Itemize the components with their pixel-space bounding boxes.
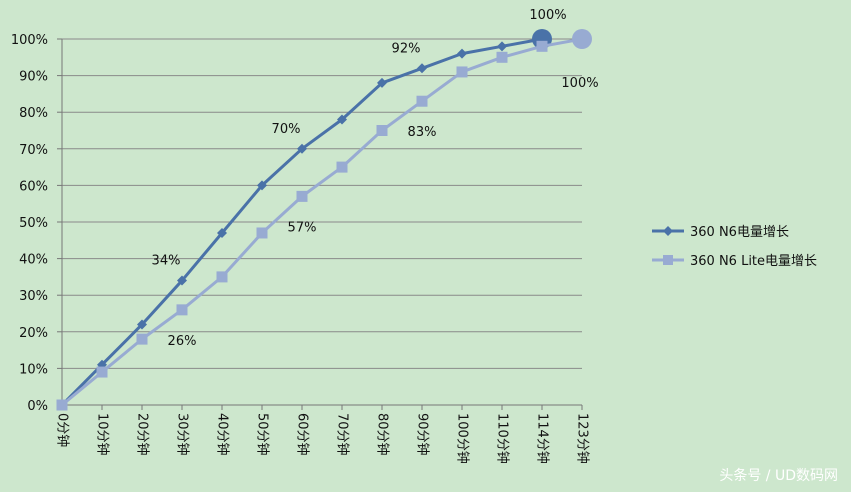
- series-2-point: [256, 227, 268, 239]
- legend-label: 360 N6电量增长: [690, 225, 789, 240]
- series-2-point: [456, 66, 468, 78]
- series-2-point: [136, 333, 148, 345]
- x-tick-label: 10分钟: [95, 413, 111, 456]
- series-1-point: [337, 114, 347, 125]
- data-label: 100%: [561, 76, 598, 91]
- data-label: 57%: [288, 220, 317, 235]
- legend-marker: [663, 255, 673, 265]
- data-label: 92%: [392, 41, 421, 56]
- series-2-point: [336, 161, 348, 173]
- y-tick-label: 100%: [11, 33, 48, 48]
- legend-label: 360 N6 Lite电量增长: [690, 254, 817, 269]
- legend: 360 N6电量增长 360 N6 Lite电量增长: [652, 225, 817, 269]
- data-labels: 34% 70% 92% 100% 26% 57% 83% 100%: [152, 8, 599, 349]
- series-line-2: [61, 37, 583, 407]
- y-tick-label: 40%: [19, 253, 48, 268]
- x-tick-label: 0分钟: [55, 413, 71, 447]
- series-2-point: [376, 125, 388, 136]
- series-1-point: [377, 77, 387, 88]
- y-tick-label: 0%: [27, 399, 48, 414]
- y-tick-label: 60%: [19, 179, 48, 194]
- series-1-point: [257, 180, 267, 191]
- x-tick-label: 60分钟: [295, 413, 311, 456]
- series-2-point: [416, 95, 428, 107]
- axes: [57, 38, 583, 410]
- y-tick-label: 50%: [19, 216, 48, 231]
- series-2-point: [536, 40, 548, 52]
- x-axis-ticks: 0分钟 10分钟 20分钟 30分钟 40分钟 50分钟 60分钟 70分钟 80分钟 90分钟 1…: [55, 413, 591, 464]
- x-tick-label: 40分钟: [215, 413, 231, 456]
- series-2-point: [216, 271, 228, 283]
- y-axis-ticks: 0% 10% 20% 30% 40% 50% 60% 70% 80% 90% 100%: [11, 33, 48, 414]
- series-layer: [56, 29, 592, 411]
- data-label: 100%: [529, 8, 566, 23]
- y-tick-label: 90%: [19, 70, 48, 85]
- x-tick-label: 114分钟: [535, 413, 551, 464]
- y-tick-label: 10%: [19, 362, 48, 377]
- x-tick-label: 70分钟: [335, 413, 351, 456]
- series-2-point: [296, 190, 308, 202]
- y-tick-label: 70%: [19, 143, 48, 158]
- series-1-point: [497, 41, 507, 52]
- y-tick-label: 30%: [19, 289, 48, 304]
- series-2-endpoint: [572, 29, 592, 49]
- series-2-point: [56, 399, 68, 411]
- gridlines: [62, 38, 582, 369]
- x-tick-label: 30分钟: [175, 413, 191, 456]
- x-tick-label: 100分钟: [455, 413, 471, 464]
- y-tick-label: 20%: [19, 326, 48, 341]
- series-1-point: [297, 143, 307, 154]
- series-1-point: [137, 319, 147, 330]
- data-label: 26%: [168, 334, 197, 349]
- x-tick-label: 80分钟: [375, 413, 391, 456]
- series-2-point: [96, 366, 108, 378]
- watermark-text: 头条号 / UD数码网: [719, 467, 838, 484]
- data-label: 34%: [152, 254, 181, 269]
- series-2-point: [176, 304, 188, 316]
- series-1-point: [177, 275, 187, 286]
- series-1-point: [457, 48, 467, 59]
- series-1-point: [417, 63, 427, 74]
- x-tick-label: 20分钟: [135, 413, 151, 456]
- x-tick-label: 110分钟: [495, 413, 511, 464]
- x-tick-label: 123分钟: [575, 413, 591, 464]
- y-tick-label: 80%: [19, 106, 48, 121]
- data-label: 83%: [408, 125, 437, 140]
- series-1-point: [217, 227, 227, 238]
- legend-marker: [663, 226, 673, 236]
- series-2-point: [496, 51, 508, 63]
- x-tick-label: 50分钟: [255, 413, 271, 456]
- x-tick-label: 90分钟: [415, 413, 431, 456]
- data-label: 70%: [272, 122, 301, 137]
